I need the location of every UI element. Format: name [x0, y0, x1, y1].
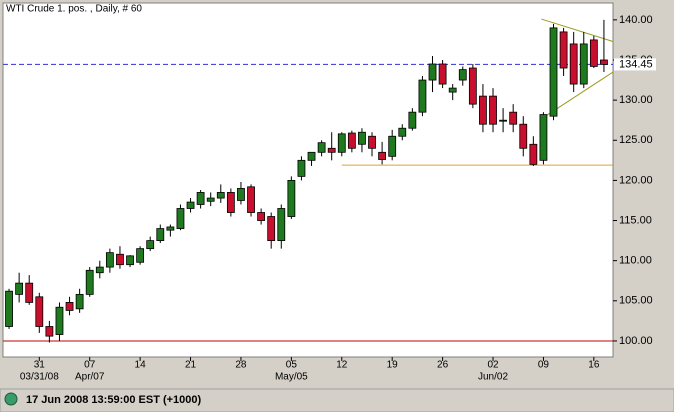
status-text: 17 Jun 2008 13:59:00 EST (+1000) [26, 394, 202, 406]
candle-body [146, 240, 155, 250]
candle-body [499, 119, 507, 122]
x-major-label: Jun/02 [478, 372, 508, 383]
last-value-label: 134.45 [619, 58, 653, 70]
x-tick-label: 21 [185, 360, 197, 371]
candle-body [116, 253, 124, 266]
plot-area [2, 2, 614, 358]
candle-body [196, 192, 205, 205]
y-tick-label: 115.00 [619, 214, 652, 226]
candle-body [378, 151, 387, 160]
y-tick-label: 130.00 [619, 94, 653, 106]
candle-body [186, 201, 195, 209]
x-tick-label: 02 [487, 360, 499, 371]
candle-body [35, 296, 44, 327]
candle-body [327, 147, 336, 153]
last-value-box [614, 58, 656, 71]
candle-body [408, 111, 417, 129]
x-tick-label: 31 [34, 360, 46, 371]
candle-body [468, 67, 477, 105]
candle-body [277, 208, 286, 242]
candle-body [257, 212, 266, 221]
y-tick-label: 100.00 [619, 335, 653, 347]
x-tick-label: 28 [235, 360, 247, 371]
candle-body [479, 95, 487, 125]
candle-body [337, 133, 346, 153]
x-tick-label: 09 [538, 360, 550, 371]
candle-body [75, 293, 84, 310]
y-tick-label: 110.00 [619, 255, 652, 267]
x-tick-label: 16 [588, 360, 600, 371]
x-tick-label: 19 [387, 360, 399, 371]
candle-body [519, 123, 528, 149]
status-icon [4, 392, 18, 406]
candle-body [226, 192, 235, 213]
candle-body [156, 228, 165, 242]
candle-body [307, 151, 316, 161]
candle-body [539, 114, 548, 161]
candle-body [267, 216, 276, 242]
candle-body [317, 142, 326, 153]
candle-body [237, 188, 245, 201]
x-major-label: May/05 [275, 372, 308, 383]
candle-body [589, 39, 598, 67]
candle-body [438, 63, 447, 85]
candle-body [559, 31, 568, 69]
y-tick-label: 140.00 [619, 14, 653, 26]
x-major-label: Apr/07 [75, 372, 105, 383]
candle-body [358, 131, 366, 145]
candle-body [579, 43, 588, 85]
x-tick-label: 26 [437, 360, 449, 371]
candle-body [45, 326, 54, 337]
candle-body [509, 111, 518, 125]
x-tick-label: 12 [336, 360, 348, 371]
y-tick-label: 125.00 [619, 134, 653, 146]
candle-body [398, 127, 407, 137]
chart-title: WTI Crude 1. pos. , Daily, # 60 [6, 4, 142, 15]
candle-body [368, 135, 376, 149]
candle-body [216, 192, 225, 199]
candle-body [549, 27, 558, 117]
x-tick-label: 14 [135, 360, 147, 371]
candle-body [65, 302, 74, 311]
candle-body [85, 269, 94, 295]
candle-body [347, 132, 356, 149]
candle-body [15, 282, 24, 295]
candle-body [297, 159, 306, 177]
y-tick-label: 120.00 [619, 174, 653, 186]
candle-body [569, 43, 578, 85]
candle-body [489, 95, 497, 125]
candle-body [428, 63, 437, 81]
candle-body [25, 282, 34, 303]
candle-body [388, 135, 397, 157]
candle-body [126, 255, 134, 266]
candle-body [287, 180, 296, 217]
candle-body [448, 87, 457, 93]
candle-body [176, 208, 185, 229]
candle-body [55, 306, 64, 335]
status-bar [0, 388, 674, 412]
y-tick-label: 105.00 [619, 295, 653, 307]
candle-body [600, 59, 608, 65]
candle-body [418, 79, 427, 113]
candle-body [529, 143, 538, 165]
trendline [541, 18, 614, 43]
candle-body [458, 69, 467, 81]
x-major-label: 03/31/08 [20, 372, 59, 383]
x-tick-label: 07 [84, 360, 96, 371]
candle-body [105, 252, 114, 268]
candle-body [136, 248, 145, 263]
candle-body [166, 226, 175, 231]
candle-body [206, 197, 215, 202]
candle-body [5, 290, 13, 327]
candle-body [95, 266, 104, 274]
candle-body [247, 186, 255, 213]
x-tick-label: 05 [286, 360, 298, 371]
